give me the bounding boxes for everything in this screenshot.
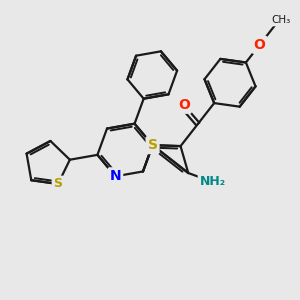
Text: S: S [148, 138, 158, 152]
Text: CH₃: CH₃ [271, 15, 290, 25]
Text: N: N [110, 169, 121, 183]
Text: NH₂: NH₂ [200, 175, 226, 188]
Text: O: O [254, 38, 266, 52]
Text: O: O [178, 98, 190, 112]
Text: S: S [53, 178, 62, 190]
